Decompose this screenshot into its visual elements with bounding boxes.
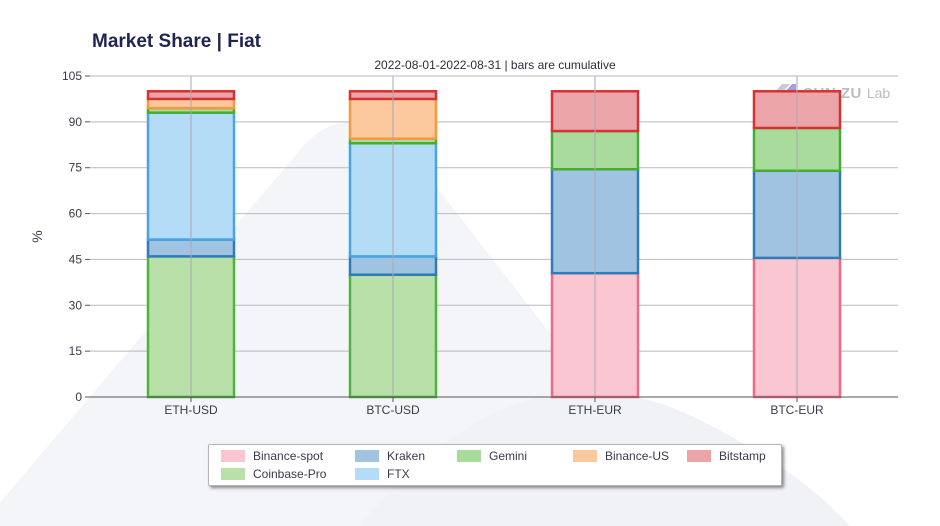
legend-swatch: [687, 450, 711, 462]
y-axis-label: %: [29, 230, 45, 242]
legend-swatch: [573, 450, 597, 462]
vertical-grid-layer: [190, 76, 798, 397]
legend-label: Gemini: [489, 449, 528, 463]
legend-item-kraken[interactable]: Kraken: [355, 449, 425, 463]
legend-label: Coinbase-Pro: [253, 467, 327, 481]
legend-swatch: [355, 468, 379, 480]
legend-label: FTX: [387, 467, 410, 481]
legend-label: Binance-spot: [253, 449, 324, 463]
chart-legend: Binance-spot Kraken Gemini Binance-US Bitsta…: [208, 444, 782, 486]
legend-label: Kraken: [387, 449, 426, 463]
legend-swatch: [221, 468, 245, 480]
x-tick-label: ETH-USD: [164, 403, 218, 417]
legend-label: Bitstamp: [719, 449, 766, 463]
legend-item-bitstamp[interactable]: Bitstamp: [687, 449, 766, 463]
y-tick-label: 60: [69, 207, 83, 221]
legend-item-ftx[interactable]: FTX: [355, 467, 410, 481]
x-tick-label: BTC-EUR: [770, 403, 824, 417]
legend-swatch: [457, 450, 481, 462]
chart-title: Market Share | Fiat: [92, 31, 261, 52]
legend-label: Binance-US: [605, 449, 670, 463]
y-tick-label: 75: [69, 161, 83, 175]
x-tick-label: BTC-USD: [366, 403, 420, 417]
x-tick-label: ETH-EUR: [568, 403, 622, 417]
y-tick-label: 0: [75, 390, 82, 404]
legend-item-coinbase-pro[interactable]: Coinbase-Pro: [221, 467, 326, 481]
legend-swatch: [355, 450, 379, 462]
axis-layer: 0 15 30 45 60 75 90 105% ETH-USD BTC-USD ETH-EUR BT…: [29, 69, 898, 417]
legend-item-binance-us[interactable]: Binance-US: [573, 449, 669, 463]
y-tick-label: 45: [69, 252, 83, 266]
y-tick-label: 30: [69, 298, 83, 312]
y-tick-label: 105: [62, 69, 82, 83]
legend-item-gemini[interactable]: Gemini: [457, 449, 527, 463]
chart-subtitle: 2022-08-01-2022-08-31 | bars are cumulat…: [374, 58, 616, 72]
legend-item-binance-spot[interactable]: Binance-spot: [221, 449, 323, 463]
y-tick-label: 90: [69, 115, 83, 129]
sunzu-logo-suffix: Lab: [866, 85, 891, 101]
y-tick-label: 15: [69, 344, 83, 358]
legend-swatch: [221, 450, 245, 462]
